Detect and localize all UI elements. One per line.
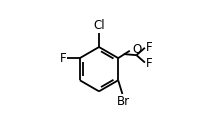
Text: F: F [145,57,152,70]
Text: Br: Br [117,95,130,108]
Text: Cl: Cl [93,19,105,32]
Text: O: O [132,43,141,56]
Text: F: F [59,52,66,65]
Text: F: F [145,41,152,54]
